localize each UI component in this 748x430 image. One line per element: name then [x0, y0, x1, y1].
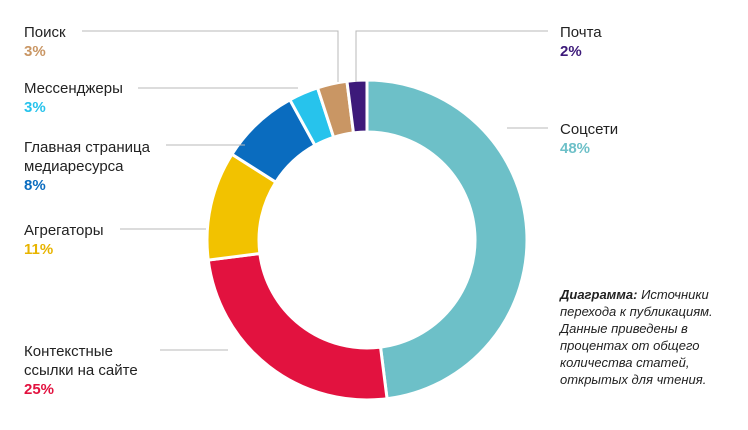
- label-homepage-name-2: медиаресурса: [24, 158, 124, 175]
- label-messengers-name: Мессенджеры: [24, 80, 123, 97]
- leader-lines: [82, 30, 548, 351]
- label-mail: Почта 2%: [560, 23, 602, 61]
- label-homepage: Главная страница медиаресурса 8%: [24, 138, 150, 195]
- label-context: Контекстные ссылки на сайте 25%: [24, 342, 138, 399]
- label-search: Поиск 3%: [24, 23, 66, 61]
- caption-bold: Диаграмма:: [560, 287, 638, 302]
- label-social-pct: 48%: [560, 140, 591, 157]
- label-social-name: Соцсети: [560, 121, 619, 138]
- label-context-pct: 25%: [24, 381, 55, 398]
- label-search-pct: 3%: [24, 43, 46, 60]
- label-homepage-pct: 8%: [24, 177, 46, 194]
- label-mail-name: Почта: [560, 24, 602, 41]
- label-search-name: Поиск: [24, 24, 66, 41]
- label-context-name-2: ссылки на сайте: [24, 362, 138, 379]
- label-messengers: Мессенджеры 3%: [24, 79, 123, 117]
- label-mail-pct: 2%: [560, 43, 582, 60]
- donut-slices: [205, 78, 529, 402]
- leader-search: [82, 30, 339, 82]
- label-aggregators-name: Агрегаторы: [24, 222, 104, 239]
- label-context-name-1: Контекстные: [24, 343, 113, 360]
- label-homepage-name-1: Главная страница: [24, 139, 150, 156]
- leader-mail: [355, 30, 548, 82]
- caption-text: Источники перехода к публикациям. Данные…: [560, 287, 713, 387]
- slice-6: [345, 78, 369, 135]
- label-aggregators-pct: 11%: [24, 241, 54, 258]
- label-social: Соцсети 48%: [560, 120, 618, 158]
- label-aggregators: Агрегаторы 11%: [24, 221, 103, 259]
- slice-0: [365, 78, 529, 401]
- label-messengers-pct: 3%: [24, 99, 46, 116]
- slice-1: [206, 251, 389, 402]
- chart-caption: Диаграмма: Источники перехода к публикац…: [560, 286, 738, 388]
